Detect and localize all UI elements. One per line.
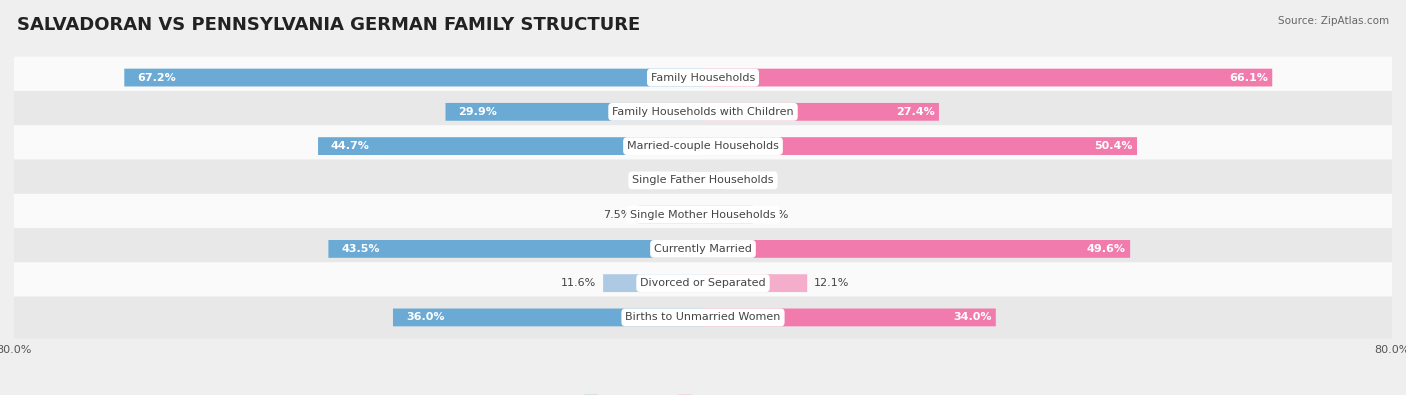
FancyBboxPatch shape <box>703 103 939 121</box>
FancyBboxPatch shape <box>703 274 807 292</box>
Text: 11.6%: 11.6% <box>561 278 596 288</box>
FancyBboxPatch shape <box>329 240 703 258</box>
FancyBboxPatch shape <box>603 274 703 292</box>
FancyBboxPatch shape <box>703 137 1137 155</box>
FancyBboxPatch shape <box>13 297 1393 339</box>
Text: Single Mother Households: Single Mother Households <box>630 210 776 220</box>
FancyBboxPatch shape <box>13 194 1393 235</box>
FancyBboxPatch shape <box>703 206 754 224</box>
Text: Births to Unmarried Women: Births to Unmarried Women <box>626 312 780 322</box>
Text: Source: ZipAtlas.com: Source: ZipAtlas.com <box>1278 16 1389 26</box>
Text: 34.0%: 34.0% <box>953 312 991 322</box>
Text: 36.0%: 36.0% <box>406 312 444 322</box>
FancyBboxPatch shape <box>124 69 703 87</box>
Text: 12.1%: 12.1% <box>814 278 849 288</box>
Text: Single Father Households: Single Father Households <box>633 175 773 185</box>
FancyBboxPatch shape <box>13 228 1393 270</box>
FancyBboxPatch shape <box>703 240 1130 258</box>
Text: 67.2%: 67.2% <box>138 73 176 83</box>
Text: 29.9%: 29.9% <box>458 107 498 117</box>
FancyBboxPatch shape <box>703 308 995 326</box>
Text: 44.7%: 44.7% <box>330 141 370 151</box>
Text: 43.5%: 43.5% <box>342 244 380 254</box>
FancyBboxPatch shape <box>13 56 1393 98</box>
FancyBboxPatch shape <box>318 137 703 155</box>
Text: 66.1%: 66.1% <box>1229 73 1268 83</box>
Text: 2.4%: 2.4% <box>731 175 759 185</box>
FancyBboxPatch shape <box>703 171 724 189</box>
FancyBboxPatch shape <box>13 125 1393 167</box>
Text: Family Households: Family Households <box>651 73 755 83</box>
Text: 49.6%: 49.6% <box>1087 244 1126 254</box>
FancyBboxPatch shape <box>13 262 1393 304</box>
Text: 2.9%: 2.9% <box>643 175 671 185</box>
FancyBboxPatch shape <box>13 160 1393 201</box>
FancyBboxPatch shape <box>392 308 703 326</box>
Text: SALVADORAN VS PENNSYLVANIA GERMAN FAMILY STRUCTURE: SALVADORAN VS PENNSYLVANIA GERMAN FAMILY… <box>17 16 640 34</box>
FancyBboxPatch shape <box>678 171 703 189</box>
Text: 7.5%: 7.5% <box>603 210 631 220</box>
Text: Divorced or Separated: Divorced or Separated <box>640 278 766 288</box>
FancyBboxPatch shape <box>13 91 1393 133</box>
Text: 27.4%: 27.4% <box>896 107 935 117</box>
Text: Married-couple Households: Married-couple Households <box>627 141 779 151</box>
Text: Family Households with Children: Family Households with Children <box>612 107 794 117</box>
Text: 5.8%: 5.8% <box>759 210 789 220</box>
Text: 50.4%: 50.4% <box>1094 141 1133 151</box>
FancyBboxPatch shape <box>446 103 703 121</box>
FancyBboxPatch shape <box>638 206 703 224</box>
Text: Currently Married: Currently Married <box>654 244 752 254</box>
FancyBboxPatch shape <box>703 69 1272 87</box>
